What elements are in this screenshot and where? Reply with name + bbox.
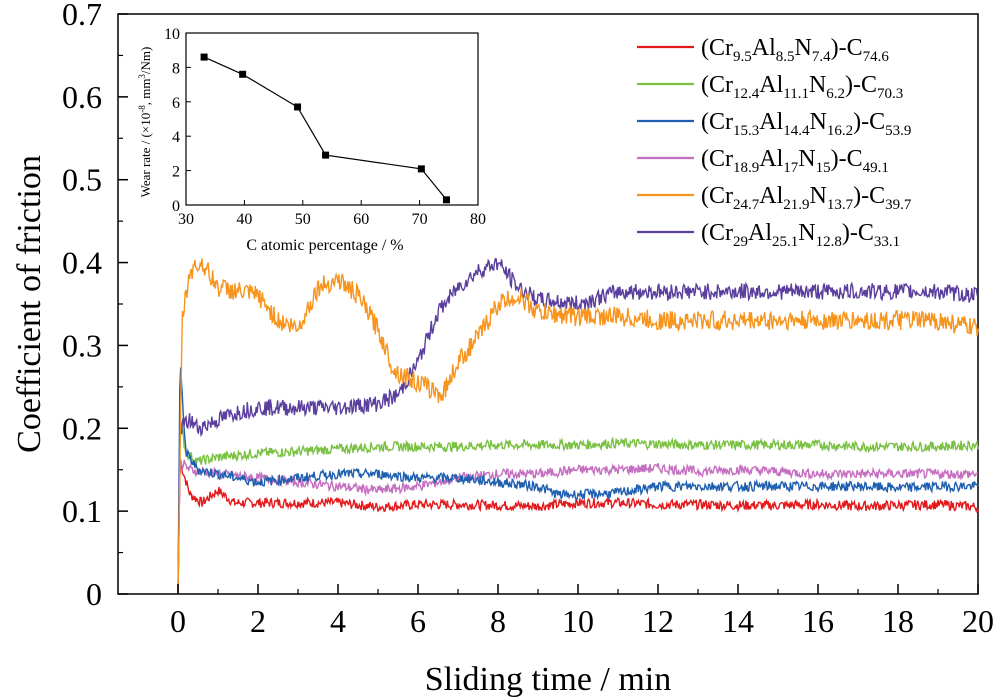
inset-data-point [200, 53, 208, 61]
x-tick-label: 6 [410, 603, 426, 639]
x-tick-label: 10 [562, 603, 594, 639]
inset-data-point [442, 196, 450, 204]
inset-x-tick-label: 80 [470, 211, 486, 228]
y-tick-label: 0.1 [62, 493, 102, 529]
inset-x-tick-label: 50 [295, 211, 311, 228]
inset-y-tick-label: 4 [172, 129, 180, 146]
y-tick-label: 0.4 [62, 245, 102, 281]
inset-data-point [294, 103, 302, 111]
inset-y-tick-label: 10 [164, 26, 180, 43]
series-line-5 [177, 258, 979, 595]
x-tick-label: 8 [490, 603, 506, 639]
series-line-4 [177, 459, 978, 595]
inset-plot-frame [185, 32, 479, 206]
y-tick-label: 0 [86, 576, 102, 612]
legend-label: (Cr9.5Al8.5N7.4)-C74.6 [701, 35, 889, 65]
inset-x-tick-label: 70 [412, 211, 428, 228]
x-tick-label: 14 [722, 603, 754, 639]
y-tick-label: 0.2 [62, 410, 102, 446]
y-tick-label: 0.3 [62, 327, 102, 363]
inset-y-axis-label: Wear rate / (×10-8, mm3/Nm) [137, 47, 153, 198]
x-tick-label: 12 [642, 603, 674, 639]
legend-label: (Cr24.7Al21.9N13.7)-C39.7 [701, 183, 912, 213]
inset-y-tick-label: 2 [172, 164, 180, 181]
legend-label: (Cr15.3Al14.4N16.2)-C53.9 [701, 109, 911, 139]
main-x-axis-label: Sliding time / min [425, 661, 672, 698]
y-tick-label: 0.7 [62, 0, 102, 32]
x-tick-label: 18 [882, 603, 914, 639]
legend-label: (Cr18.9Al17N15)-C49.1 [701, 146, 889, 176]
x-tick-label: 2 [250, 603, 266, 639]
inset-y-tick-label: 0 [172, 198, 180, 215]
x-tick-label: 4 [330, 603, 346, 639]
main-x-ticks: 0 2 4 6 8 10 12 14 16 18 20 [170, 584, 994, 639]
legend-label: (Cr29Al25.1N12.8)-C33.1 [701, 220, 900, 250]
main-series-group [177, 257, 979, 595]
y-tick-label: 0.6 [62, 79, 102, 115]
inset-y-tick-label: 8 [172, 60, 180, 77]
series-line-2 [177, 422, 979, 595]
inset-x-tick-label: 60 [353, 211, 369, 228]
y-tick-label: 0.5 [62, 162, 102, 198]
main-y-axis-label: Coefficient of friction [11, 155, 48, 453]
inset-y-ticks: 0 2 4 6 8 10 [164, 26, 191, 215]
legend: (Cr9.5Al8.5N7.4)-C74.6 (Cr12.4Al11.1N6.2)… [637, 35, 912, 250]
inset-x-tick-label: 40 [236, 211, 252, 228]
series-line-6 [177, 257, 979, 595]
series-line-3 [177, 367, 979, 595]
inset-x-ticks: 30 40 50 60 70 80 [178, 200, 486, 228]
x-tick-label: 0 [170, 603, 186, 639]
x-tick-label: 20 [962, 603, 994, 639]
legend-label: (Cr12.4Al11.1N6.2)-C70.3 [701, 72, 903, 102]
inset-x-axis-label: C atomic percentage / % [246, 237, 403, 254]
inset-series-line [203, 56, 447, 201]
inset-y-tick-label: 6 [172, 95, 180, 112]
inset-data-point [417, 165, 425, 173]
series-line-1 [177, 463, 979, 595]
x-tick-label: 16 [802, 603, 834, 639]
inset-series-group [200, 53, 450, 204]
main-y-ticks: 0 0.1 0.2 0.3 0.4 0.5 0.6 0.7 [62, 0, 128, 612]
inset-x-tick-label: 30 [178, 211, 194, 228]
inset-data-point [239, 70, 247, 78]
inset-data-point [322, 151, 330, 159]
